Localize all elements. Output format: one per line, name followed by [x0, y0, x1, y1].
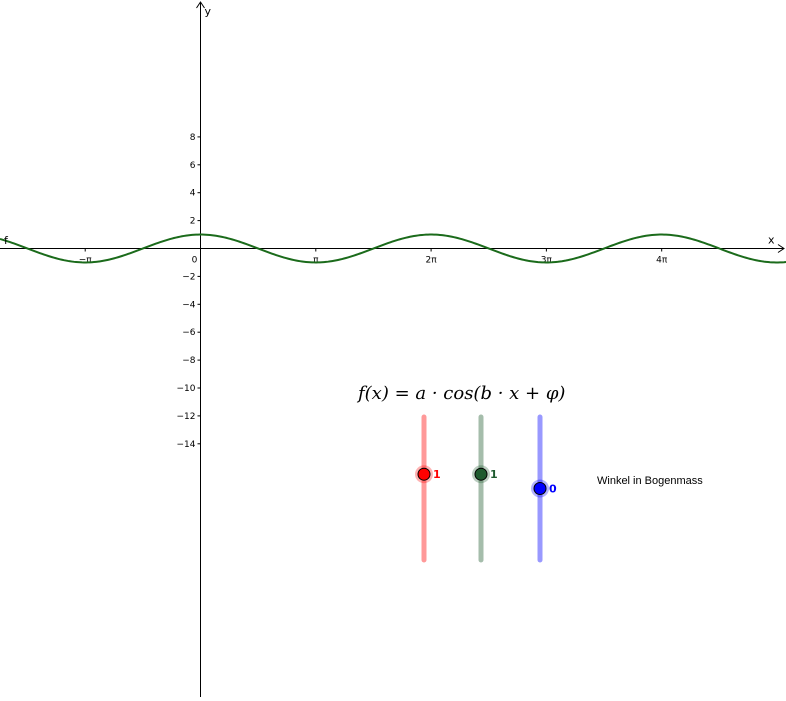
- axis-ticks: −π π 2π 3π 4π 0 8 6 4 2 −2 −4 −6 −8 −10 −12 −14: [79, 133, 668, 450]
- y-tick-label: −6: [182, 328, 196, 338]
- y-tick-label: 2: [190, 217, 196, 227]
- slider-a[interactable]: 1: [415, 414, 441, 563]
- y-tick-label: −10: [177, 384, 196, 394]
- y-tick-label: 4: [190, 189, 196, 199]
- function-label: f: [4, 234, 9, 247]
- y-tick-label: −2: [182, 272, 195, 282]
- angle-unit-caption: Winkel in Bogenmass: [597, 475, 703, 487]
- y-tick-label: −14: [177, 440, 196, 450]
- slider-b-handle[interactable]: [474, 467, 488, 481]
- slider-a-value: 1: [433, 468, 441, 481]
- y-tick-label: 6: [190, 161, 196, 171]
- origin-label: 0: [192, 256, 198, 266]
- x-tick-label: 2π: [426, 256, 438, 266]
- x-tick-label: 3π: [541, 256, 553, 266]
- parameter-sliders[interactable]: 1 1 0: [415, 414, 557, 563]
- function-curve-f[interactable]: [0, 233, 786, 264]
- x-tick-label: π: [313, 256, 319, 266]
- slider-b[interactable]: 1: [472, 414, 498, 563]
- x-tick-label: 4π: [656, 256, 668, 266]
- y-tick-label: 8: [190, 133, 196, 143]
- x-axis-label: x: [768, 234, 775, 247]
- x-tick-label: −π: [79, 256, 93, 266]
- y-tick-label: −8: [182, 356, 196, 366]
- slider-phi-value: 0: [549, 483, 557, 496]
- slider-b-value: 1: [490, 468, 498, 481]
- slider-a-handle[interactable]: [417, 467, 431, 481]
- slider-phi[interactable]: 0: [531, 414, 557, 563]
- y-tick-label: −12: [177, 412, 196, 422]
- slider-phi-handle[interactable]: [533, 482, 547, 495]
- function-formula: f(x) = a · cos(b · x + φ): [358, 383, 566, 404]
- y-axis-arrow: [196, 1, 205, 9]
- y-axis-label: y: [205, 5, 212, 18]
- y-tick-label: −4: [182, 300, 196, 310]
- x-axis-arrow: [777, 244, 785, 253]
